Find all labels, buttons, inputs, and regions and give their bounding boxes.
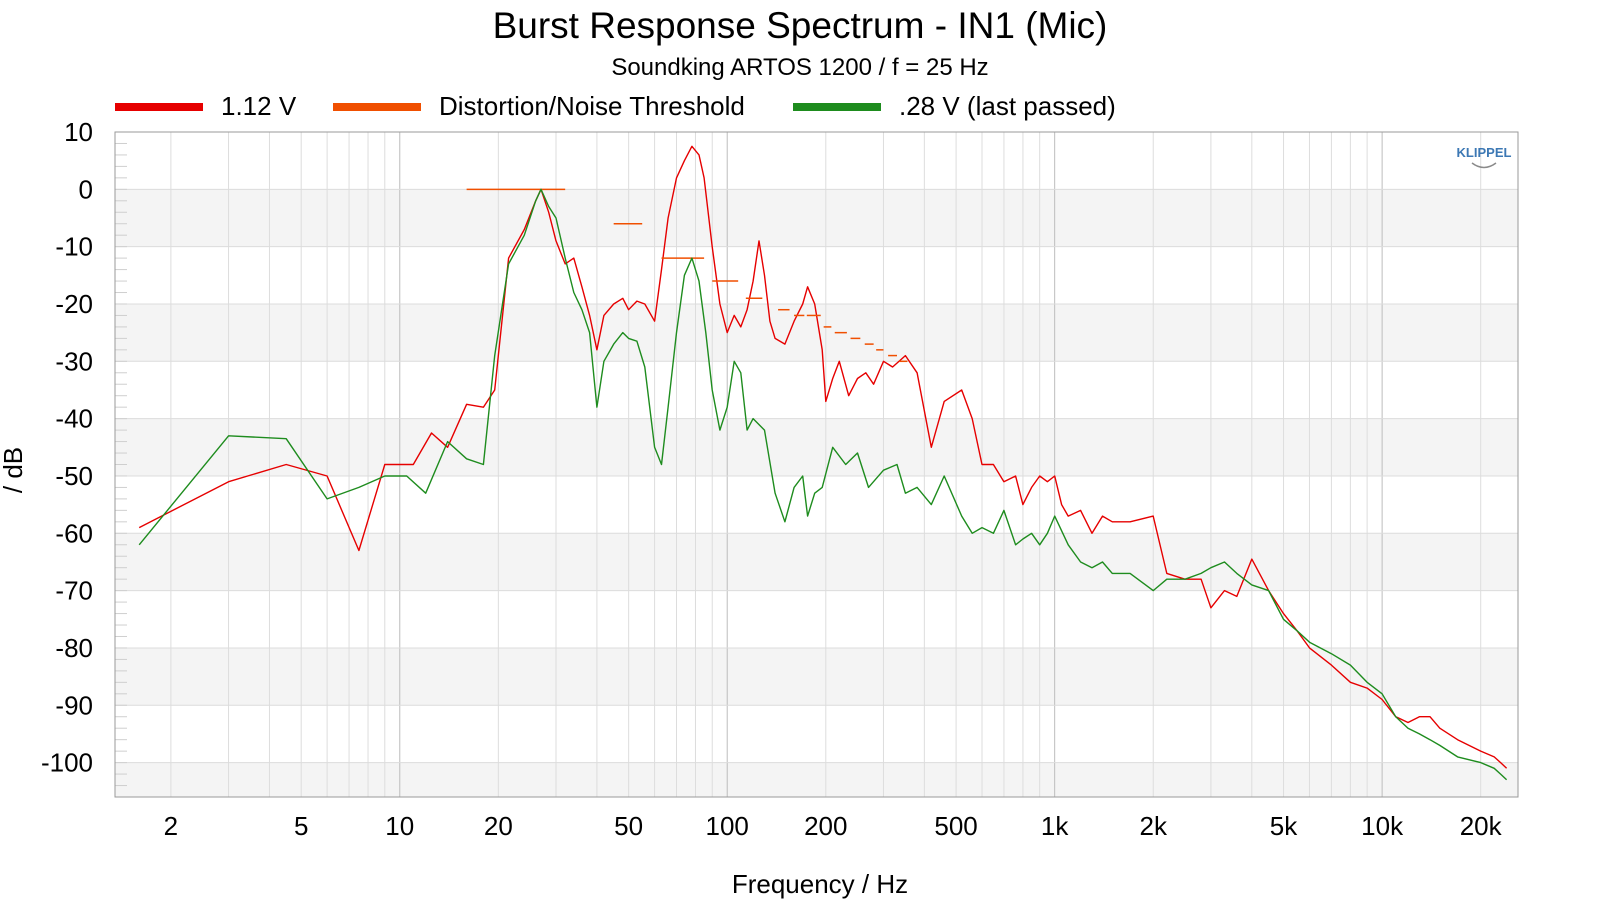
legend-swatch xyxy=(115,103,203,111)
series-layer xyxy=(138,145,1508,781)
x-tick-label: 2 xyxy=(164,811,178,841)
x-tick-label: 10k xyxy=(1361,811,1404,841)
logo: KLIPPEL xyxy=(1457,145,1512,169)
y-tick-label: -40 xyxy=(55,404,93,434)
y-tick-label: -60 xyxy=(55,518,93,548)
grid xyxy=(115,131,1518,798)
plot-band xyxy=(115,762,1518,797)
x-axis-ticks: 2 5 10 20 50 100 200 500 1k 2k 5k 10k 20k xyxy=(164,811,1503,841)
plot-band xyxy=(115,189,1518,247)
logo-text: KLIPPEL xyxy=(1457,145,1512,160)
x-tick-label: 5k xyxy=(1270,811,1298,841)
y-tick-label: -70 xyxy=(55,576,93,606)
x-tick-label: 500 xyxy=(934,811,977,841)
x-tick-label: 50 xyxy=(614,811,643,841)
series-line-1 xyxy=(138,145,1508,769)
y-tick-label: 10 xyxy=(64,117,93,147)
y-axis-label: / dB xyxy=(0,447,28,493)
legend-label: .28 V (last passed) xyxy=(899,91,1116,121)
y-tick-label: -90 xyxy=(55,690,93,720)
y-tick-label: -20 xyxy=(55,289,93,319)
y-tick-label: -80 xyxy=(55,633,93,663)
plot-band xyxy=(115,647,1518,706)
y-tick-label: -10 xyxy=(55,232,93,262)
logo-swoosh-icon xyxy=(1471,162,1497,169)
chart-title: Burst Response Spectrum - IN1 (Mic) xyxy=(493,5,1108,46)
y-tick-label: -100 xyxy=(41,748,93,778)
series-line-3 xyxy=(138,188,1508,781)
x-tick-label: 5 xyxy=(294,811,308,841)
legend: 1.12 V Distortion/Noise Threshold .28 V (l… xyxy=(115,91,1116,121)
chart-subtitle: Soundking ARTOS 1200 / f = 25 Hz xyxy=(611,54,988,81)
y-tick-label: 0 xyxy=(79,174,93,204)
legend-swatch xyxy=(333,103,421,111)
x-axis-label: Frequency / Hz xyxy=(732,869,908,899)
legend-label: 1.12 V xyxy=(221,91,297,121)
x-tick-label: 20 xyxy=(484,811,513,841)
plot-band xyxy=(115,418,1518,476)
plot-frame xyxy=(114,131,1519,798)
plot-band xyxy=(115,533,1518,591)
y-tick-label: -30 xyxy=(55,346,93,376)
x-tick-label: 200 xyxy=(804,811,847,841)
x-tick-label: 2k xyxy=(1140,811,1168,841)
y-axis-ticks: 10 0 -10 -20 -30 -40 -50 -60 -70 -80 -90 -100 xyxy=(41,117,93,778)
legend-swatch xyxy=(793,103,881,111)
x-tick-label: 1k xyxy=(1041,811,1069,841)
legend-label: Distortion/Noise Threshold xyxy=(439,91,745,121)
series-threshold xyxy=(466,188,908,363)
x-tick-label: 10 xyxy=(385,811,414,841)
x-tick-label: 100 xyxy=(706,811,749,841)
y-tick-label: -50 xyxy=(55,461,93,491)
x-tick-label: 20k xyxy=(1460,811,1503,841)
